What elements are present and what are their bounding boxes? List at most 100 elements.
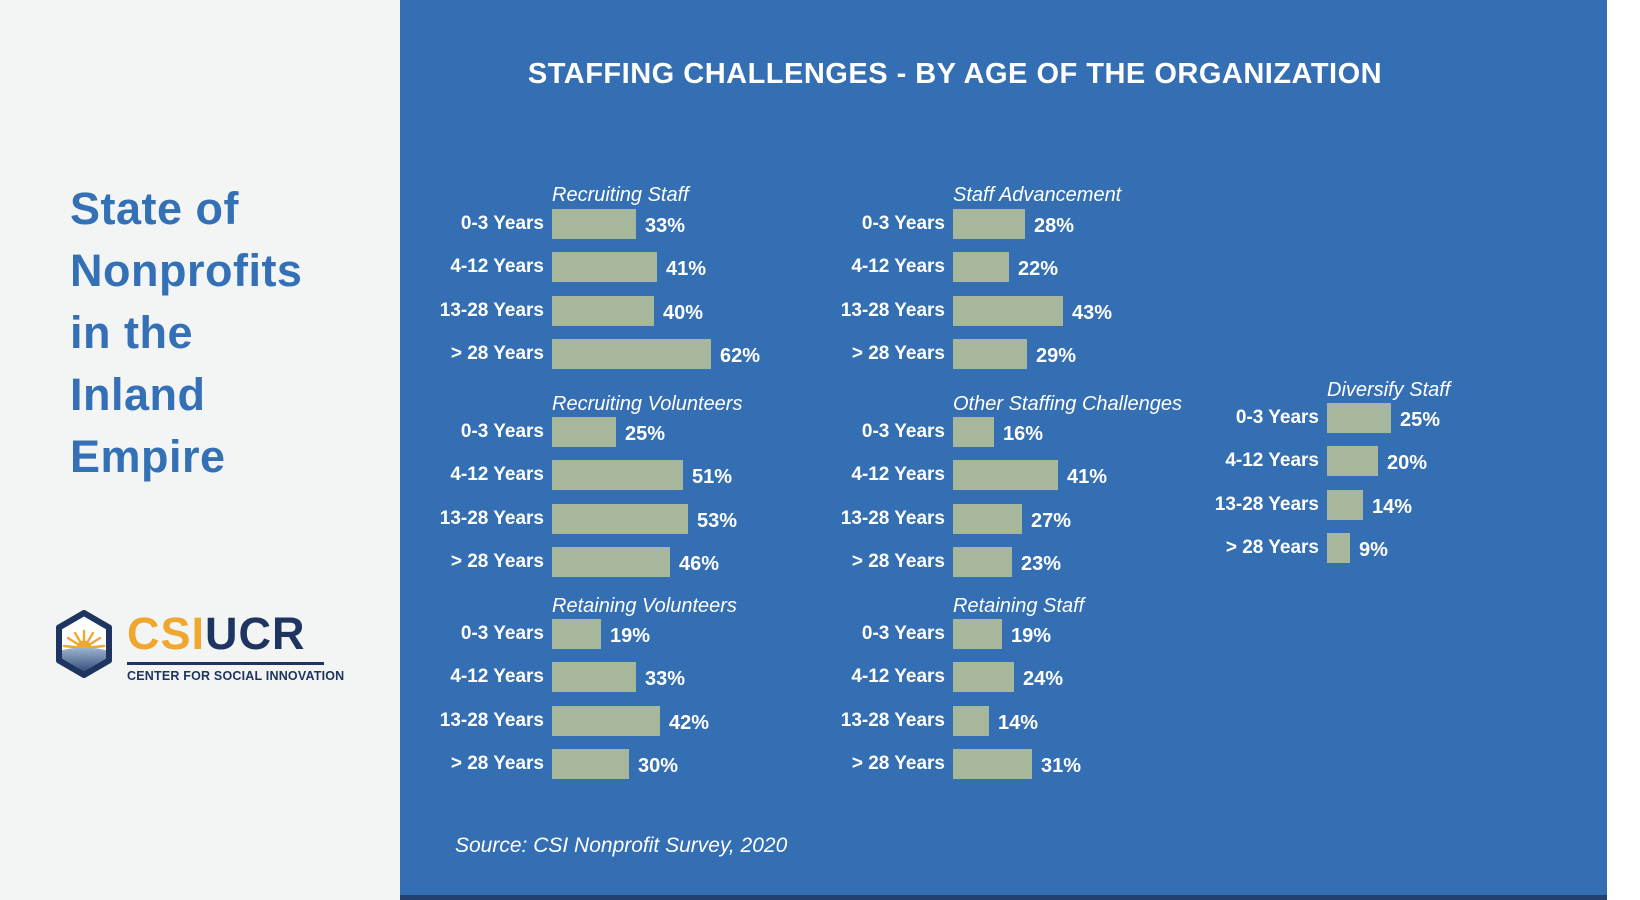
bottom-accent-strip (400, 895, 1607, 900)
category-label: > 28 Years (851, 343, 945, 364)
value-label: 9% (1359, 539, 1388, 561)
category-label: > 28 Years (450, 343, 544, 364)
value-label: 25% (625, 423, 666, 445)
logo-ucr: UCR (205, 608, 306, 659)
chart-title: Other Staffing Challenges (953, 393, 1183, 415)
value-label: 46% (679, 553, 720, 575)
bar (552, 706, 660, 736)
value-label: 30% (638, 755, 679, 777)
bar (1327, 403, 1391, 433)
category-label: 13-28 Years (840, 508, 945, 529)
value-label: 22% (1018, 258, 1059, 280)
logo-wordmark: CSIUCR (127, 610, 344, 658)
value-label: 29% (1036, 345, 1077, 367)
value-label: 20% (1387, 452, 1428, 474)
chart-title: Recruiting Volunteers (552, 393, 743, 415)
value-label: 28% (1034, 215, 1075, 237)
category-label: 0-3 Years (460, 213, 544, 234)
category-label: 4-12 Years (450, 256, 544, 277)
report-title: State of Nonprofits in the Inland Empire (70, 183, 303, 482)
chart-title: Recruiting Staff (552, 184, 689, 206)
bar (953, 460, 1058, 490)
category-label: > 28 Years (450, 753, 544, 774)
bar (953, 662, 1014, 692)
category-label: 0-3 Years (861, 623, 945, 644)
value-label: 14% (1372, 496, 1413, 518)
bar (953, 209, 1025, 239)
category-label: 4-12 Years (851, 666, 945, 687)
bar (953, 619, 1002, 649)
value-label: 62% (720, 345, 761, 367)
logo-divider (127, 662, 324, 665)
value-label: 41% (666, 258, 707, 280)
value-label: 31% (1041, 755, 1082, 777)
value-label: 40% (663, 302, 704, 324)
bar (552, 619, 601, 649)
value-label: 25% (1400, 409, 1441, 431)
category-label: 0-3 Years (861, 421, 945, 442)
bar (953, 339, 1027, 369)
category-label: 0-3 Years (861, 213, 945, 234)
category-label: 0-3 Years (460, 623, 544, 644)
category-label: 13-28 Years (439, 300, 544, 321)
category-label: 13-28 Years (840, 300, 945, 321)
category-label: 0-3 Years (1235, 407, 1319, 428)
value-label: 43% (1072, 302, 1113, 324)
value-label: 42% (669, 712, 710, 734)
value-label: 51% (692, 466, 733, 488)
category-label: 4-12 Years (851, 256, 945, 277)
category-label: 13-28 Years (439, 710, 544, 731)
value-label: 24% (1023, 668, 1064, 690)
bar (1327, 446, 1378, 476)
hexagon-sunrise-icon (54, 610, 114, 683)
bar (953, 749, 1032, 779)
category-label: 13-28 Years (1214, 494, 1319, 515)
value-label: 19% (610, 625, 651, 647)
bar (552, 209, 636, 239)
category-label: 4-12 Years (851, 464, 945, 485)
category-label: > 28 Years (851, 551, 945, 572)
category-label: 4-12 Years (1225, 450, 1319, 471)
value-label: 19% (1011, 625, 1052, 647)
value-label: 33% (645, 215, 686, 237)
bar (552, 460, 683, 490)
bar (1327, 533, 1350, 563)
bar (953, 417, 994, 447)
right-margin-strip (1607, 0, 1640, 900)
source-note: Source: CSI Nonprofit Survey, 2020 (455, 834, 788, 857)
chart-title: Retaining Staff (953, 595, 1085, 617)
bar (953, 547, 1012, 577)
bar (1327, 490, 1363, 520)
category-label: 4-12 Years (450, 464, 544, 485)
logo-text: CSIUCR CENTER FOR SOCIAL INNOVATION (127, 610, 344, 683)
left-sidebar: State of Nonprofits in the Inland Empire (0, 0, 400, 900)
category-label: 0-3 Years (460, 421, 544, 442)
bar (953, 706, 989, 736)
category-label: 4-12 Years (450, 666, 544, 687)
bar (953, 296, 1063, 326)
chart-title: Staff Advancement (953, 184, 1122, 206)
chart-title: Retaining Volunteers (552, 595, 737, 617)
page-title: STAFFING CHALLENGES - BY AGE OF THE ORGA… (527, 58, 1383, 90)
bar (953, 504, 1022, 534)
logo-subtitle: CENTER FOR SOCIAL INNOVATION (127, 669, 345, 683)
bar (552, 417, 616, 447)
value-label: 41% (1067, 466, 1108, 488)
bar (953, 252, 1009, 282)
value-label: 33% (645, 668, 686, 690)
category-label: 13-28 Years (840, 710, 945, 731)
category-label: > 28 Years (1225, 537, 1319, 558)
value-label: 27% (1031, 510, 1072, 532)
category-label: > 28 Years (450, 551, 544, 572)
bar (552, 547, 670, 577)
value-label: 14% (998, 712, 1039, 734)
value-label: 53% (697, 510, 738, 532)
bar (552, 296, 654, 326)
bar (552, 504, 688, 534)
chart-title: Diversify Staff (1327, 379, 1451, 401)
bar (552, 662, 636, 692)
bar (552, 749, 629, 779)
value-label: 16% (1003, 423, 1044, 445)
